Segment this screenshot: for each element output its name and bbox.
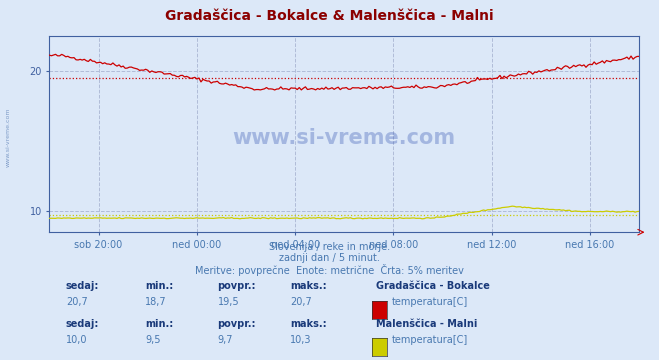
Text: min.:: min.:	[145, 281, 173, 291]
Text: 20,7: 20,7	[290, 297, 312, 307]
Text: maks.:: maks.:	[290, 281, 327, 291]
Text: 19,5: 19,5	[217, 297, 239, 307]
Text: www.si-vreme.com: www.si-vreme.com	[233, 128, 456, 148]
Text: temperatura[C]: temperatura[C]	[392, 297, 469, 307]
Text: 9,7: 9,7	[217, 335, 233, 345]
Text: 20,7: 20,7	[66, 297, 88, 307]
Text: 10,3: 10,3	[290, 335, 312, 345]
Text: Meritve: povprečne  Enote: metrične  Črta: 5% meritev: Meritve: povprečne Enote: metrične Črta:…	[195, 264, 464, 275]
Text: povpr.:: povpr.:	[217, 319, 256, 329]
Text: sedaj:: sedaj:	[66, 319, 100, 329]
Text: maks.:: maks.:	[290, 319, 327, 329]
Text: 10,0: 10,0	[66, 335, 88, 345]
Text: www.si-vreme.com: www.si-vreme.com	[5, 107, 11, 167]
Text: min.:: min.:	[145, 319, 173, 329]
Text: Gradaščica - Bokalce: Gradaščica - Bokalce	[376, 281, 490, 291]
Text: 9,5: 9,5	[145, 335, 161, 345]
Text: povpr.:: povpr.:	[217, 281, 256, 291]
Text: Slovenija / reke in morje.: Slovenija / reke in morje.	[269, 242, 390, 252]
Text: Gradaščica - Bokalce & Malenščica - Malni: Gradaščica - Bokalce & Malenščica - Maln…	[165, 9, 494, 23]
Text: sedaj:: sedaj:	[66, 281, 100, 291]
Text: zadnji dan / 5 minut.: zadnji dan / 5 minut.	[279, 253, 380, 263]
Text: Malenščica - Malni: Malenščica - Malni	[376, 319, 477, 329]
Text: temperatura[C]: temperatura[C]	[392, 335, 469, 345]
Text: 18,7: 18,7	[145, 297, 167, 307]
